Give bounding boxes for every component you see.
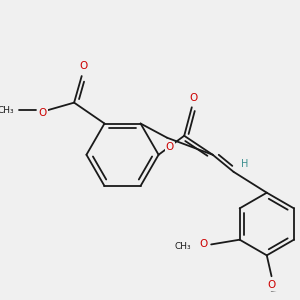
Text: CH₃: CH₃: [0, 106, 14, 115]
Text: O: O: [80, 61, 88, 70]
Text: O: O: [39, 108, 47, 118]
Text: O: O: [166, 142, 174, 152]
Text: O: O: [190, 93, 198, 103]
Text: H: H: [241, 159, 249, 169]
Text: O: O: [200, 239, 208, 249]
Text: CH₃: CH₃: [174, 242, 191, 251]
Text: O: O: [267, 280, 276, 290]
